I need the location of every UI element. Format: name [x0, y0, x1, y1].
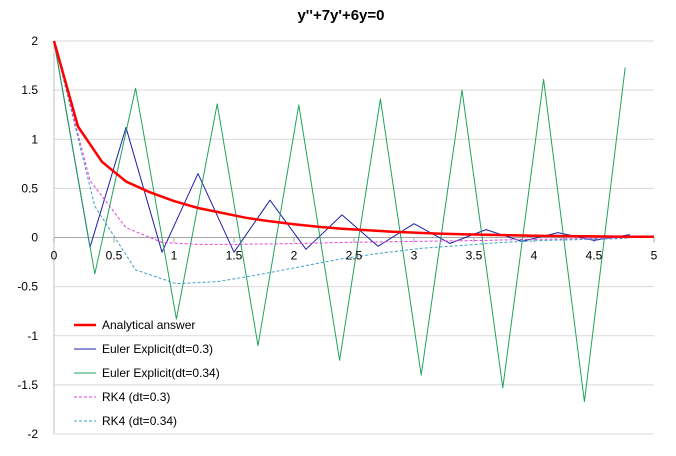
- y-tick-label: -1: [27, 329, 38, 343]
- legend-label: RK4 (dt=0.34): [102, 414, 177, 428]
- x-tick-label: 2.5: [346, 249, 363, 263]
- series-line-3: [53, 40, 631, 245]
- x-tick-labels: 0 0.5 1 1.5 2 2.5 3 3.5 4 4.5 5: [51, 249, 658, 263]
- series-line-0: [52, 40, 655, 239]
- legend-label: Euler Explicit(dt=0.3): [102, 342, 213, 356]
- y-tick-label: 1.5: [21, 83, 38, 97]
- legend-label: Analytical answer: [102, 318, 195, 332]
- legend-item: Euler Explicit(dt=0.3): [74, 342, 213, 356]
- legend-item: Analytical answer: [74, 318, 195, 332]
- series-line-1: [53, 40, 631, 253]
- legend: Analytical answer Euler Explicit(dt=0.3) E…: [74, 318, 220, 428]
- x-tick-label: 4: [531, 249, 538, 263]
- y-tick-label: 1: [31, 132, 38, 146]
- x-tick-label: 3.5: [466, 249, 483, 263]
- legend-item: Euler Explicit(dt=0.34): [74, 366, 220, 380]
- chart-title: y''+7y'+6y=0: [297, 7, 384, 24]
- series-lines: [52, 40, 655, 403]
- y-tick-label: -1.5: [17, 378, 38, 392]
- y-tick-label: 0: [31, 231, 38, 245]
- x-tick-label: 3: [411, 249, 418, 263]
- x-tick-label: 2: [291, 249, 298, 263]
- legend-label: RK4 (dt=0.3): [102, 390, 170, 404]
- legend-item: RK4 (dt=0.34): [74, 414, 177, 428]
- y-tick-label: 2: [31, 34, 38, 48]
- legend-item: RK4 (dt=0.3): [74, 390, 170, 404]
- x-tick-label: 0: [51, 249, 58, 263]
- x-tick-label: 1: [171, 249, 178, 263]
- y-tick-label: -2: [27, 427, 38, 441]
- x-tick-label: 0.5: [106, 249, 123, 263]
- series-line-4: [53, 40, 626, 285]
- x-tick-label: 4.5: [586, 249, 603, 263]
- y-tick-label: -0.5: [17, 280, 38, 294]
- series-line-2: [53, 40, 626, 403]
- x-tick-label: 5: [651, 249, 658, 263]
- y-tick-labels: 2 1.5 1 0.5 0 -0.5 -1 -1.5 -2: [17, 34, 38, 441]
- legend-label: Euler Explicit(dt=0.34): [102, 366, 220, 380]
- axes: [53, 41, 655, 434]
- x-tick-label: 1.5: [226, 249, 243, 263]
- y-tick-label: 0.5: [21, 181, 38, 195]
